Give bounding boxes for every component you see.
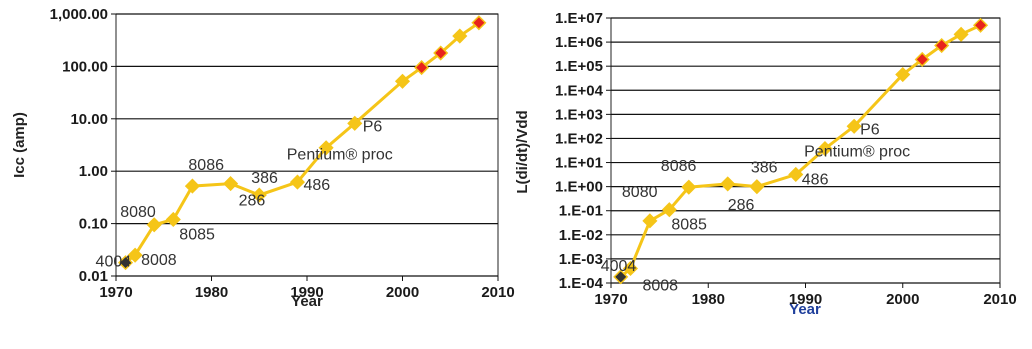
icc-data-point — [165, 211, 181, 228]
icc-annotation: 8080 — [120, 204, 156, 221]
ldidt-y-axis-label: L(di/dt)/Vdd — [514, 110, 531, 193]
ldidt-data-point — [642, 213, 658, 229]
icc-x-ticks: 1970 1980 1990 2000 2010 — [99, 276, 515, 301]
icc-annotation: 4004 — [96, 254, 132, 271]
icc-data-point — [452, 28, 468, 44]
ldidt-annotation: 486 — [802, 171, 829, 188]
ldidt-annotations: 4004 8008 8080 8085 8086 286 386 486 P6 Pentium® … — [601, 121, 910, 294]
ldidt-y-tick-label: 1.E+01 — [555, 155, 603, 172]
icc-annotation: 286 — [239, 193, 266, 210]
ldidt-data-point — [846, 118, 862, 134]
ldidt-y-tick-label: 1.E+07 — [555, 10, 603, 27]
ldidt-y-tick-label: 1.E+04 — [555, 82, 604, 99]
ldidt-annotation: 286 — [728, 197, 755, 214]
icc-y-tick-label: 1.00 — [79, 163, 108, 180]
icc-data-point — [117, 255, 134, 271]
icc-data-point — [251, 187, 267, 203]
icc-y-tick-label: 0.10 — [79, 216, 108, 233]
icc-annotation: 486 — [303, 177, 330, 194]
ldidt-markers — [613, 17, 989, 285]
ldidt-annotation: 8080 — [622, 184, 658, 201]
icc-data-point — [127, 247, 143, 263]
icc-annotation: 386 — [251, 170, 278, 187]
ldidt-y-tick-label: 1.E-03 — [559, 251, 603, 268]
ldidt-data-point — [720, 176, 736, 192]
ldidt-y-tick-label: 1.E+02 — [555, 130, 603, 147]
ldidt-x-ticks: 1970 1980 1990 2000 2010 — [594, 283, 1017, 308]
icc-data-point — [414, 60, 430, 76]
icc-x-tick-label: 1980 — [195, 284, 228, 301]
icc-data-point — [289, 174, 306, 190]
icc-annotation: 8085 — [179, 226, 215, 243]
icc-gridlines — [116, 13, 498, 277]
ldidt-annotation: 4004 — [601, 258, 637, 275]
ldidt-gridlines — [611, 17, 1000, 284]
icc-annotation: 8008 — [141, 252, 177, 269]
icc-data-point — [146, 217, 162, 233]
icc-data-point — [471, 15, 487, 31]
ldidt-data-point — [934, 37, 950, 54]
icc-x-tick-label: 2010 — [481, 284, 514, 301]
icc-data-point — [433, 45, 449, 61]
ldidt-y-tick-label: 1.E+03 — [555, 106, 603, 123]
icc-markers — [117, 15, 487, 271]
icc-y-tick-label: 10.00 — [70, 111, 108, 128]
ldidt-data-point — [613, 269, 629, 285]
ldidt-data-point — [914, 51, 930, 68]
icc-x-tick-label: 2000 — [386, 284, 419, 301]
icc-data-point — [318, 140, 334, 156]
icc-annotation: 8086 — [188, 157, 224, 174]
ldidt-annotation: 386 — [751, 160, 778, 177]
icc-y-ticks: 0.01 0.10 1.00 10.00 100.00 1,000.00 — [50, 6, 116, 285]
ldidt-x-tick-label: 1970 — [594, 291, 627, 308]
ldidt-data-point — [817, 141, 833, 157]
icc-annotation: P6 — [363, 118, 383, 135]
icc-y-axis-label: Icc (amp) — [11, 112, 28, 178]
icc-data-point — [184, 178, 200, 194]
icc-x-tick-label: 1970 — [99, 284, 132, 301]
icc-data-point — [394, 73, 411, 89]
ldidt-data-point — [749, 179, 765, 195]
ldidt-annotation: 8085 — [671, 217, 707, 234]
ldidt-x-tick-label: 1980 — [692, 291, 725, 308]
icc-chart: 0.01 0.10 1.00 10.00 100.00 1,000.00 1970 1980… — [11, 6, 515, 310]
icc-x-tick-label: 1990 — [290, 284, 323, 301]
icc-data-point — [223, 176, 239, 192]
ldidt-y-tick-label: 1.E-02 — [559, 227, 603, 244]
ldidt-annotation: Pentium® proc — [804, 143, 910, 160]
icc-annotation: Pentium® proc — [287, 146, 393, 163]
ldidt-data-point — [661, 202, 677, 218]
icc-data-point — [347, 115, 363, 131]
ldidt-annotation: 8008 — [642, 277, 678, 294]
icc-x-axis-label: Year — [291, 293, 323, 310]
ldidt-y-tick-label: 1.E+00 — [555, 179, 603, 196]
ldidt-x-tick-label: 2010 — [983, 291, 1016, 308]
ldidt-series-line — [619, 23, 982, 279]
ldidt-x-axis-label: Year — [789, 301, 821, 318]
ldidt-y-tick-label: 1.E-04 — [559, 275, 604, 292]
ldidt-chart: 1.E-04 1.E-03 1.E-02 1.E-01 1.E+00 1.E+01 1.E+… — [514, 10, 1017, 318]
ldidt-data-point — [788, 166, 804, 183]
ldidt-annotation: P6 — [860, 121, 880, 138]
ldidt-data-point — [681, 179, 697, 195]
ldidt-data-point — [895, 66, 911, 83]
icc-y-tick-label: 1,000.00 — [50, 6, 108, 23]
ldidt-data-point — [622, 260, 639, 277]
ldidt-data-point — [953, 26, 969, 42]
ldidt-y-ticks: 1.E-04 1.E-03 1.E-02 1.E-01 1.E+00 1.E+01 1.E+… — [555, 10, 611, 292]
ldidt-x-tick-label: 1990 — [789, 291, 822, 308]
ldidt-data-point — [972, 17, 989, 33]
ldidt-y-tick-label: 1.E+05 — [555, 58, 603, 75]
ldidt-y-tick-label: 1.E+06 — [555, 34, 603, 51]
ldidt-annotation: 8086 — [661, 158, 697, 175]
ldidt-x-tick-label: 2000 — [886, 291, 919, 308]
icc-y-tick-label: 0.01 — [79, 268, 108, 285]
icc-y-tick-label: 100.00 — [62, 58, 108, 75]
icc-annotations: 4004 8008 8080 8085 8086 286 386 486 P6 Pentium® … — [96, 118, 393, 270]
ldidt-y-tick-label: 1.E-01 — [559, 203, 603, 220]
